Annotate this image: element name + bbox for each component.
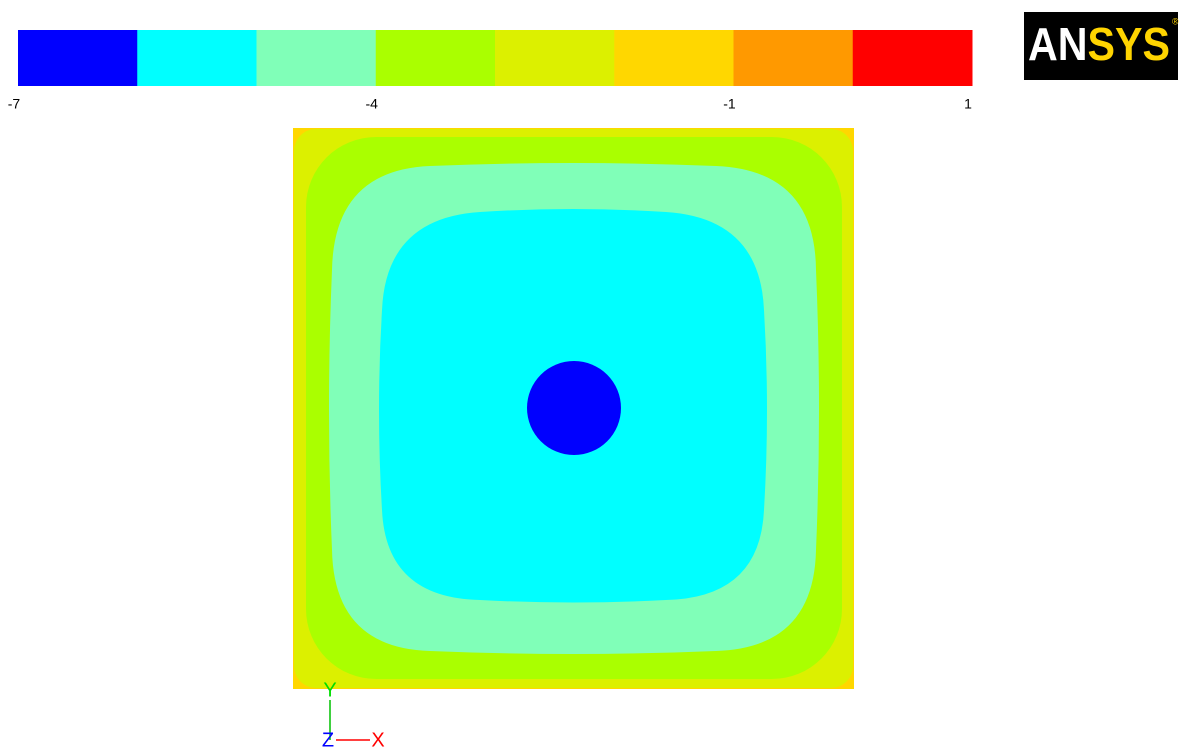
logo-background: [1024, 12, 1178, 80]
colorbar-tick-label: -4: [366, 96, 379, 112]
triad-z-label: Z: [322, 729, 334, 751]
colorbar-band: [614, 30, 734, 86]
colorbar-tick-label: -1: [723, 96, 736, 112]
colorbar: -7 -4 -1 1: [8, 30, 973, 112]
colorbar-band: [375, 30, 496, 86]
colorbar-band: [852, 30, 973, 86]
colorbar-band: [495, 30, 615, 86]
colorbar-tick-label: 1: [964, 96, 972, 112]
logo-text: ANSYS: [1028, 18, 1170, 70]
triad-x-label: X: [371, 729, 384, 751]
logo-mark: ®: [1172, 16, 1179, 26]
colorbar-band: [733, 30, 854, 86]
ansys-logo: ANSYS ®: [1024, 12, 1179, 80]
colorbar-band: [18, 30, 138, 86]
contour-blue: [527, 361, 621, 455]
colorbar-tick-label: -7: [8, 96, 21, 112]
colorbar-band: [256, 30, 377, 86]
triad-y-label: Y: [323, 679, 336, 701]
contour-plot: [293, 128, 854, 689]
axis-triad: Y Z X: [322, 679, 385, 751]
colorbar-band: [137, 30, 257, 86]
logo-part: AN: [1028, 18, 1088, 70]
logo-part: SYS: [1088, 18, 1170, 70]
